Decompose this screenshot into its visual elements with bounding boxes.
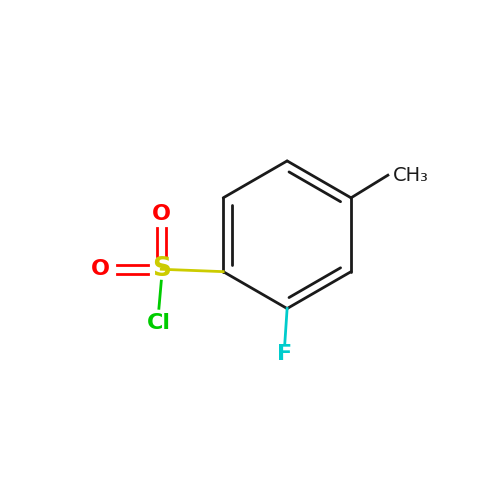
Text: CH₃: CH₃ [393,166,429,185]
Text: O: O [91,259,110,279]
Text: S: S [152,256,171,282]
Text: O: O [152,204,171,224]
Text: F: F [277,344,292,364]
Text: Cl: Cl [147,313,171,332]
